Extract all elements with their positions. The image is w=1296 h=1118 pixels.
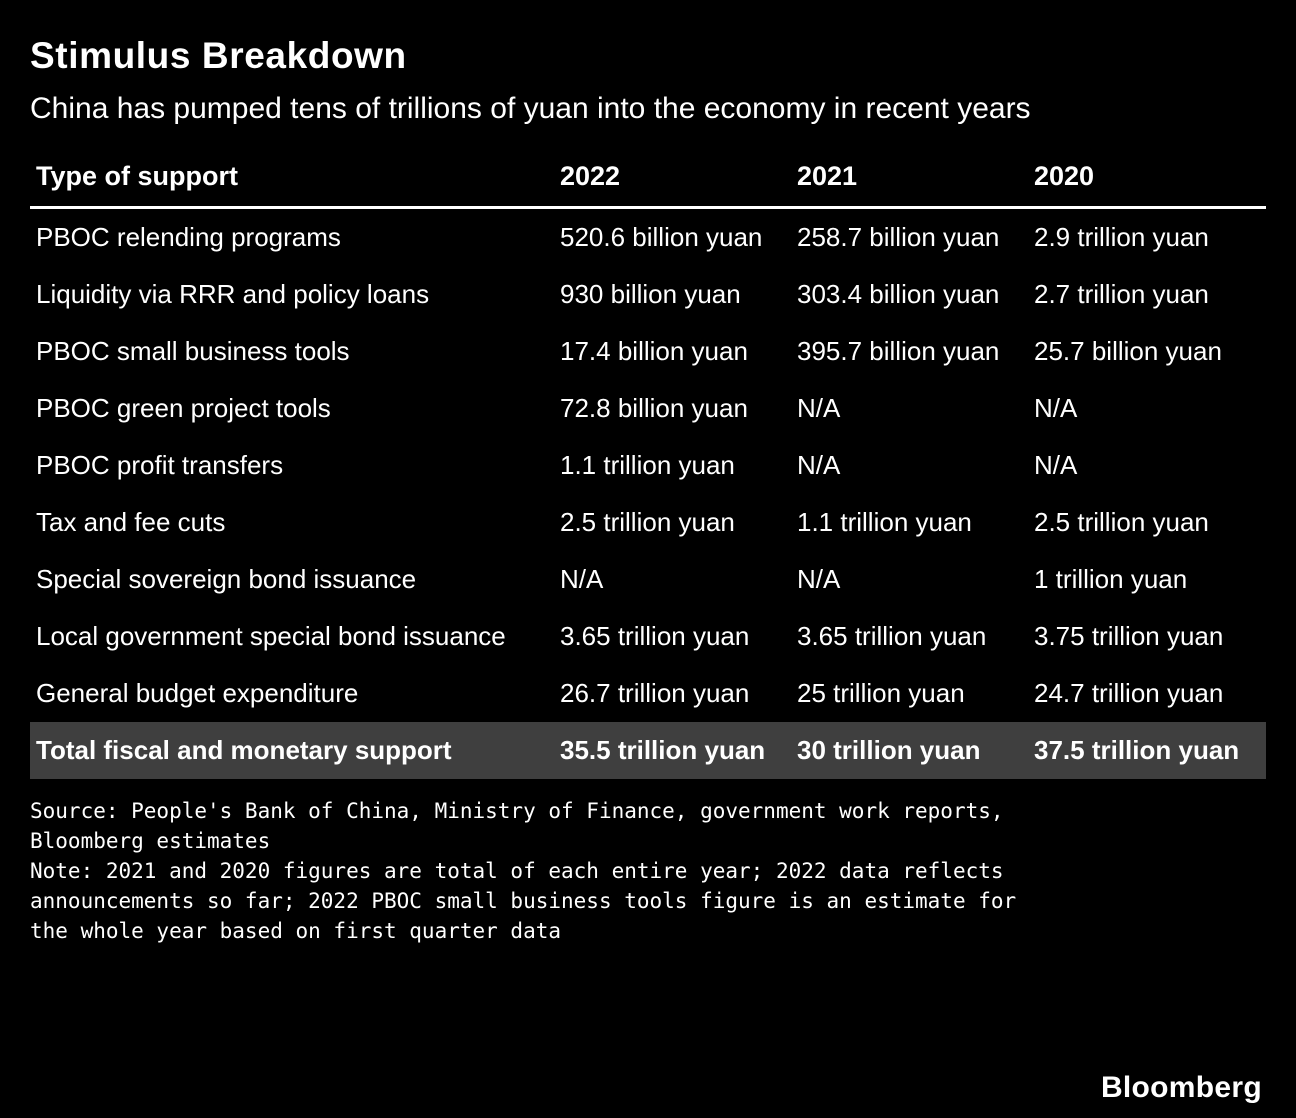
cell-2022: 17.4 billion yuan	[560, 336, 748, 367]
note-text: Note: 2021 and 2020 figures are total of…	[30, 858, 1017, 943]
cell-2021: 303.4 billion yuan	[797, 279, 1000, 310]
column-header-2022: 2022	[560, 153, 797, 210]
table-row: Special sovereign bond issuance N/A N/A …	[30, 551, 1266, 608]
bloomberg-logo: Bloomberg	[1100, 1071, 1262, 1104]
row-label: PBOC profit transfers	[36, 450, 284, 481]
cell-2022: 930 billion yuan	[560, 279, 741, 310]
cell-2022: 3.65 trillion yuan	[560, 621, 750, 652]
cell-2021: 258.7 billion yuan	[797, 222, 1000, 253]
cell-2020: 2.7 trillion yuan	[1034, 279, 1209, 310]
row-label: Tax and fee cuts	[36, 507, 226, 538]
cell-2020: 24.7 trillion yuan	[1034, 678, 1224, 709]
cell-2022: 520.6 billion yuan	[560, 222, 763, 253]
row-label: Local government special bond issuance	[36, 621, 506, 652]
stimulus-table: Type of support 2022 2021 2020 PBOC rele…	[30, 153, 1266, 780]
chart-title: Stimulus Breakdown	[30, 35, 407, 76]
table-row: Local government special bond issuance 3…	[30, 608, 1266, 665]
cell-2021: 1.1 trillion yuan	[797, 507, 972, 538]
row-label: PBOC relending programs	[36, 222, 341, 253]
cell-2020: N/A	[1034, 450, 1078, 481]
total-row-label: Total fiscal and monetary support	[30, 722, 560, 780]
column-header-2020: 2020	[1034, 153, 1266, 210]
table-row: PBOC profit transfers 1.1 trillion yuan …	[30, 437, 1266, 494]
cell-2021: 25 trillion yuan	[797, 678, 965, 709]
cell-2020: N/A	[1034, 393, 1078, 424]
total-row: Total fiscal and monetary support 35.5 t…	[30, 722, 1266, 780]
cell-2021: 3.65 trillion yuan	[797, 621, 987, 652]
row-label: Special sovereign bond issuance	[36, 564, 417, 595]
cell-2021: N/A	[797, 393, 841, 424]
chart-footer: Source: People's Bank of China, Ministry…	[30, 797, 1040, 946]
cell-2020: 1 trillion yuan	[1034, 564, 1188, 595]
cell-2022: 26.7 trillion yuan	[560, 678, 750, 709]
cell-2020: 3.75 trillion yuan	[1034, 621, 1224, 652]
cell-2020: 25.7 billion yuan	[1034, 336, 1222, 367]
table-row: PBOC green project tools 72.8 billion yu…	[30, 380, 1266, 437]
total-cell-2021: 30 trillion yuan	[797, 722, 1034, 780]
table-row: General budget expenditure 26.7 trillion…	[30, 665, 1266, 722]
cell-2020: 2.9 trillion yuan	[1034, 222, 1209, 253]
row-label: PBOC small business tools	[36, 336, 350, 367]
table-row: Liquidity via RRR and policy loans 930 b…	[30, 266, 1266, 323]
cell-2022: N/A	[560, 564, 604, 595]
cell-2022: 72.8 billion yuan	[560, 393, 748, 424]
cell-2020: 2.5 trillion yuan	[1034, 507, 1209, 538]
row-label: PBOC green project tools	[36, 393, 331, 424]
total-cell-2022: 35.5 trillion yuan	[560, 722, 797, 780]
column-header-type-of-support: Type of support	[30, 153, 560, 210]
total-cell-2020: 37.5 trillion yuan	[1034, 722, 1266, 780]
cell-2021: 395.7 billion yuan	[797, 336, 1000, 367]
cell-2021: N/A	[797, 450, 841, 481]
row-label: Liquidity via RRR and policy loans	[36, 279, 430, 310]
table-row: PBOC relending programs 520.6 billion yu…	[30, 208, 1266, 267]
cell-2022: 1.1 trillion yuan	[560, 450, 735, 481]
table-row: PBOC small business tools 17.4 billion y…	[30, 323, 1266, 380]
source-text: Source: People's Bank of China, Ministry…	[30, 799, 1004, 854]
column-header-2021: 2021	[797, 153, 1034, 210]
cell-2022: 2.5 trillion yuan	[560, 507, 735, 538]
cell-2021: N/A	[797, 564, 841, 595]
table-row: Tax and fee cuts 2.5 trillion yuan 1.1 t…	[30, 494, 1266, 551]
row-label: General budget expenditure	[36, 678, 359, 709]
chart-subtitle: China has pumped tens of trillions of yu…	[30, 91, 1031, 125]
header-row: Type of support 2022 2021 2020	[30, 153, 1266, 210]
